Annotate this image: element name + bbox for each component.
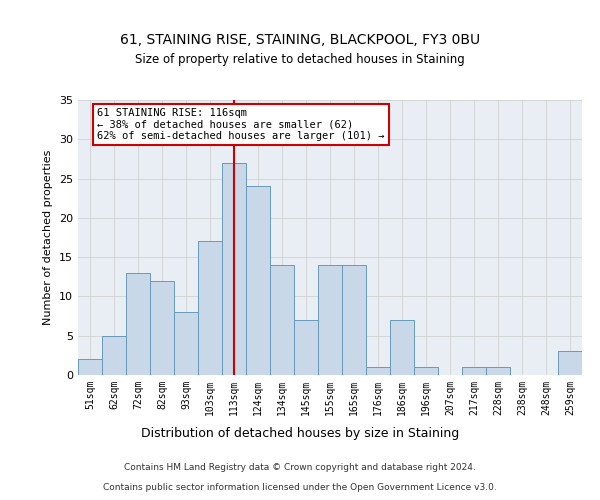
Bar <box>78 360 102 375</box>
Bar <box>342 265 366 375</box>
Y-axis label: Number of detached properties: Number of detached properties <box>43 150 53 325</box>
Bar <box>174 312 198 375</box>
Text: Contains public sector information licensed under the Open Government Licence v3: Contains public sector information licen… <box>103 484 497 492</box>
Text: Contains HM Land Registry data © Crown copyright and database right 2024.: Contains HM Land Registry data © Crown c… <box>124 464 476 472</box>
Bar <box>150 280 174 375</box>
Text: Distribution of detached houses by size in Staining: Distribution of detached houses by size … <box>141 428 459 440</box>
Bar <box>486 367 510 375</box>
Bar <box>102 336 126 375</box>
Bar <box>390 320 414 375</box>
Bar <box>414 367 438 375</box>
Bar <box>246 186 270 375</box>
Bar <box>366 367 390 375</box>
Bar <box>198 242 222 375</box>
Text: Size of property relative to detached houses in Staining: Size of property relative to detached ho… <box>135 52 465 66</box>
Bar <box>294 320 318 375</box>
Bar <box>462 367 486 375</box>
Bar <box>318 265 342 375</box>
Text: 61 STAINING RISE: 116sqm
← 38% of detached houses are smaller (62)
62% of semi-d: 61 STAINING RISE: 116sqm ← 38% of detach… <box>97 108 385 141</box>
Bar <box>222 163 246 375</box>
Bar <box>558 352 582 375</box>
Text: 61, STAINING RISE, STAINING, BLACKPOOL, FY3 0BU: 61, STAINING RISE, STAINING, BLACKPOOL, … <box>120 32 480 46</box>
Bar <box>270 265 294 375</box>
Bar <box>126 273 150 375</box>
